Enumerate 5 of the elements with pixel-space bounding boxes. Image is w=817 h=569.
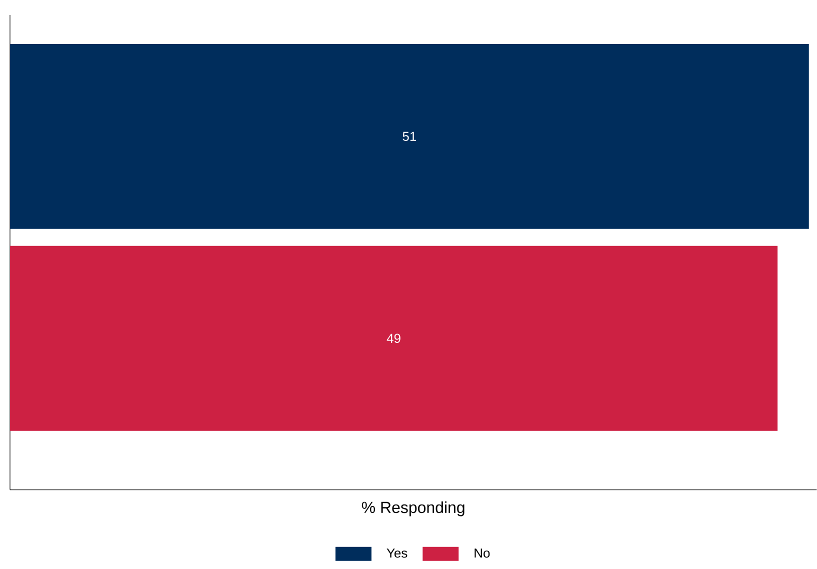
data-label: 51 [402, 132, 416, 142]
x-axis-title: % Responding [362, 501, 464, 516]
legend-label: No [474, 548, 490, 558]
legend-label: Yes [386, 548, 408, 558]
data-label: 49 [386, 334, 400, 344]
